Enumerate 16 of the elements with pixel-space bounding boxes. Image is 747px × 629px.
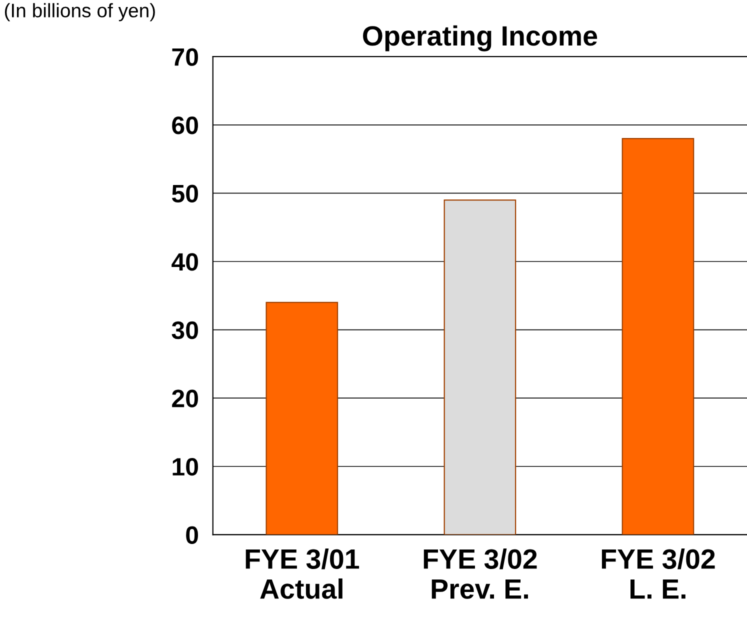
y-tick-label: 30 <box>172 321 198 340</box>
y-tick-label: 0 <box>186 526 198 544</box>
text: (In billions of yen) <box>4 3 155 22</box>
bar <box>266 302 338 535</box>
x-tick-label: FYE 3/02 Prev. E. <box>424 548 537 599</box>
bar <box>622 138 694 535</box>
y-tick-label: 50 <box>172 184 198 202</box>
chart-title: Operating Income <box>363 25 598 52</box>
bar <box>444 199 516 535</box>
y-tick-label: 70 <box>172 48 198 66</box>
x-tick-label: FYE 3/01 Actual <box>246 548 360 599</box>
y-tick-label: 20 <box>172 390 198 408</box>
y-tick-label: 10 <box>172 458 198 476</box>
y-tick-label: 40 <box>172 253 198 271</box>
y-tick-label: 60 <box>172 116 198 134</box>
x-tick-label: FYE 3/02 L. E. <box>602 548 715 599</box>
